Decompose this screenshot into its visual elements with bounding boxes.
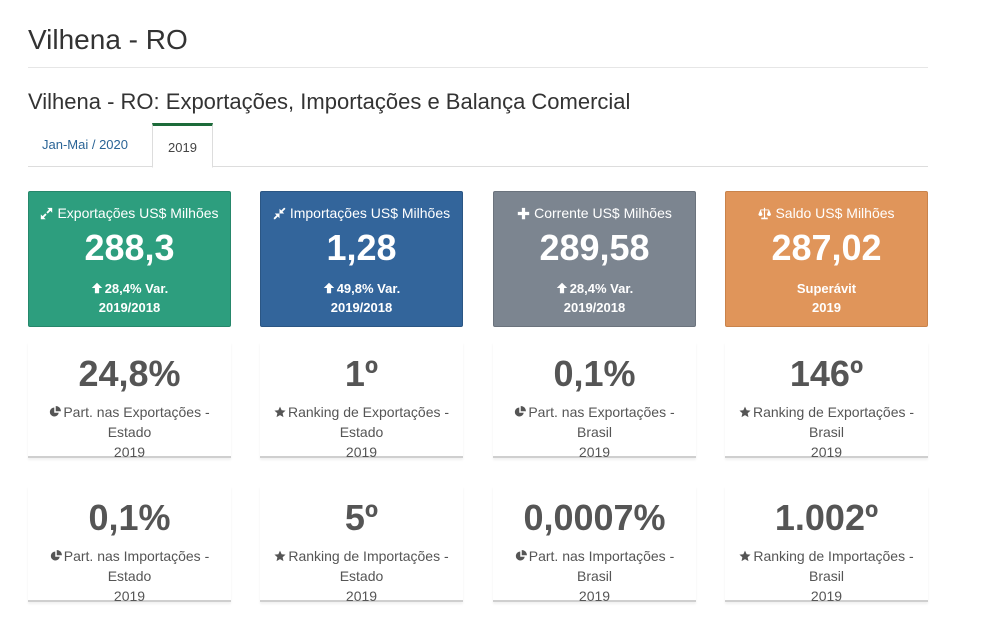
stat-value: 24,8%: [78, 353, 181, 394]
stat-label: Part. nas Exportações - Estado: [63, 404, 210, 440]
plus-icon: [517, 207, 530, 219]
current-kpi-period: 2019/2018: [563, 300, 626, 315]
imports-kpi-card: Importações US$ Milhões 1,28 49,8% Var. …: [260, 191, 463, 327]
star-icon: [274, 550, 286, 562]
arrow-up-icon: [91, 282, 102, 294]
imports-kpi-label: Importações US$ Milhões: [289, 205, 451, 221]
pie-chart-icon: [515, 550, 527, 561]
balance-kpi-label: Saldo US$ Milhões: [775, 205, 895, 221]
stat-imports-ranking-brasil: 1.002º Ranking de Importações - Brasil 2…: [725, 486, 928, 604]
current-kpi-card: Corrente US$ Milhões 289,58 28,4% Var. 2…: [493, 191, 696, 327]
section-title: Vilhena - RO: Exportações, Importações e…: [28, 89, 631, 114]
stat-label: Ranking de Exportações - Estado: [287, 404, 450, 440]
stat-imports-ranking-state: 5º Ranking de Importações - Estado 2019: [260, 486, 463, 604]
stat-year: 2019: [345, 588, 378, 604]
stat-label: Ranking de Exportações - Brasil: [752, 404, 915, 440]
pie-chart-icon: [50, 550, 62, 561]
pie-chart-icon: [50, 406, 62, 417]
stat-value: 1º: [344, 353, 379, 394]
imports-kpi-period: 2019/2018: [330, 300, 393, 315]
current-kpi-value: 289,58: [539, 227, 650, 268]
arrow-up-icon: [556, 282, 567, 294]
exports-kpi-card: Exportações US$ Milhões 288,3 28,4% Var.…: [28, 191, 231, 327]
stat-label: Part. nas Importações - Brasil: [528, 548, 675, 584]
stat-label: Part. nas Importações - Estado: [63, 548, 210, 584]
stat-exports-share-brasil: 0,1% Part. nas Exportações - Brasil 2019: [493, 342, 696, 460]
stat-label: Ranking de Importações - Estado: [288, 548, 449, 584]
stat-exports-ranking-state: 1º Ranking de Exportações - Estado 2019: [260, 342, 463, 460]
exports-kpi-period: 2019/2018: [98, 300, 161, 315]
stat-label: Part. nas Exportações - Brasil: [528, 404, 675, 440]
imports-kpi-value: 1,28: [326, 227, 397, 268]
stat-value: 146º: [789, 353, 864, 394]
exports-kpi-variation: 28,4% Var.: [104, 280, 169, 296]
period-tabs: Jan-Mai / 2020 2019: [28, 123, 928, 168]
stat-value: 0,1%: [88, 497, 171, 538]
tab-jan-mai-2020[interactable]: Jan-Mai / 2020: [42, 137, 128, 152]
stat-exports-share-state: 24,8% Part. nas Exportações - Estado 201…: [28, 342, 231, 460]
title-divider: [28, 67, 928, 68]
stat-year: 2019: [113, 444, 146, 460]
stat-exports-ranking-brasil: 146º Ranking de Exportações - Brasil 201…: [725, 342, 928, 460]
compress-arrows-icon: [273, 207, 286, 219]
balance-scale-icon: [758, 207, 772, 219]
stat-year: 2019: [810, 588, 843, 604]
exports-kpi-label: Exportações US$ Milhões: [57, 205, 219, 221]
star-icon: [739, 406, 751, 418]
current-kpi-variation: 28,4% Var.: [569, 280, 634, 296]
page-title: Vilhena - RO: [28, 24, 188, 55]
pie-chart-icon: [515, 406, 527, 417]
stat-year: 2019: [810, 444, 843, 460]
tab-2019[interactable]: 2019: [152, 123, 213, 168]
current-kpi-label: Corrente US$ Milhões: [534, 205, 672, 221]
stat-year: 2019: [345, 444, 378, 460]
balance-kpi-value: 287,02: [771, 227, 882, 268]
imports-kpi-variation: 49,8% Var.: [336, 280, 401, 296]
stat-year: 2019: [578, 444, 611, 460]
balance-kpi-period: 2019: [812, 300, 841, 315]
exports-kpi-value: 288,3: [84, 227, 175, 268]
balance-kpi-status: Superávit: [796, 280, 857, 296]
balance-kpi-card: Saldo US$ Milhões 287,02 Superávit 2019: [725, 191, 928, 327]
star-icon: [739, 550, 751, 562]
stat-year: 2019: [578, 588, 611, 604]
stat-year: 2019: [113, 588, 146, 604]
stat-value: 1.002º: [774, 497, 879, 538]
arrow-up-icon: [323, 282, 334, 294]
stat-value: 0,0007%: [523, 497, 666, 538]
stat-value: 5º: [344, 497, 379, 538]
stat-imports-share-state: 0,1% Part. nas Importações - Estado 2019: [28, 486, 231, 604]
stat-value: 0,1%: [553, 353, 636, 394]
star-icon: [274, 406, 286, 418]
stat-imports-share-brasil: 0,0007% Part. nas Importações - Brasil 2…: [493, 486, 696, 604]
expand-arrows-icon: [41, 207, 53, 219]
stat-label: Ranking de Importações - Brasil: [753, 548, 914, 584]
